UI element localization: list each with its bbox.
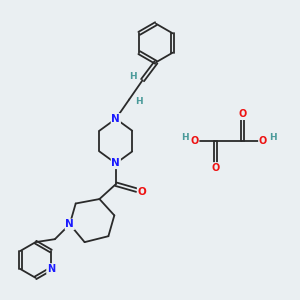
Text: O: O bbox=[138, 187, 146, 196]
Text: O: O bbox=[238, 109, 246, 119]
Text: H: H bbox=[181, 133, 189, 142]
Text: H: H bbox=[268, 133, 276, 142]
Text: H: H bbox=[129, 72, 137, 81]
Text: O: O bbox=[190, 136, 199, 146]
Text: H: H bbox=[135, 97, 142, 106]
Text: N: N bbox=[47, 264, 55, 274]
Text: O: O bbox=[259, 136, 267, 146]
Text: N: N bbox=[65, 219, 74, 229]
Text: N: N bbox=[111, 114, 120, 124]
Text: O: O bbox=[211, 163, 220, 173]
Text: N: N bbox=[111, 158, 120, 168]
